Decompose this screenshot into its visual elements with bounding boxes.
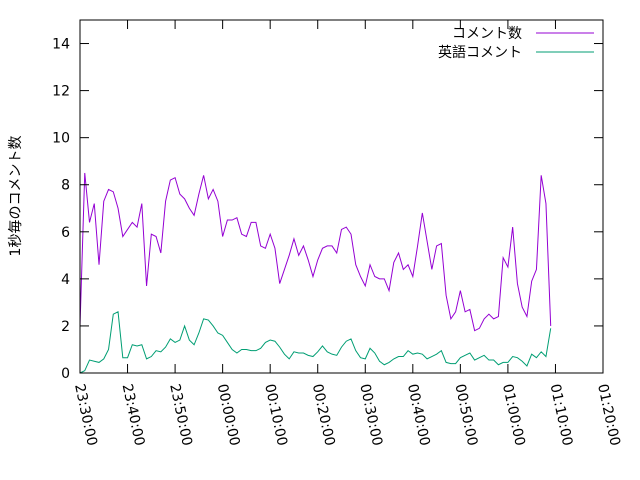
- x-tick-label: 00:40:00: [404, 383, 433, 448]
- series-line-1: [79, 172, 552, 332]
- x-tick-label: 01:20:00: [594, 383, 623, 448]
- legend-label-2: 英語コメント: [438, 44, 522, 61]
- y-tick-label: 0: [61, 366, 70, 382]
- y-tick-label: 8: [61, 178, 70, 194]
- y-tick-label: 6: [61, 225, 70, 241]
- x-tick-label: 00:00:00: [214, 383, 243, 448]
- x-tick-label: 01:10:00: [547, 383, 576, 448]
- series-line-2: [79, 311, 552, 374]
- x-tick-label: 23:30:00: [71, 383, 100, 448]
- x-tick-label: 23:50:00: [166, 383, 195, 448]
- legend-label-1: コメント数: [452, 26, 522, 42]
- y-tick-label: 12: [52, 84, 70, 100]
- x-tick-label: 00:30:00: [356, 383, 385, 448]
- plot-border: [79, 19, 604, 374]
- x-tick-label: 01:00:00: [499, 383, 528, 448]
- series-layer: [79, 172, 552, 374]
- y-tick-label: 4: [61, 272, 70, 288]
- y-tick-label: 10: [52, 131, 70, 147]
- x-tick-label: 00:10:00: [261, 383, 290, 448]
- y-axis-label: 1秒毎のコメント数: [8, 136, 24, 257]
- x-tick-label: 00:20:00: [309, 383, 338, 448]
- y-tick-label: 2: [61, 319, 70, 335]
- plot-background: [80, 20, 603, 373]
- x-tick-label: 00:50:00: [451, 383, 480, 448]
- x-tick-label: 23:40:00: [119, 383, 148, 448]
- y-axis: 0 2 4 6 8 10 12 14: [52, 37, 603, 382]
- y-tick-label: 14: [52, 37, 70, 53]
